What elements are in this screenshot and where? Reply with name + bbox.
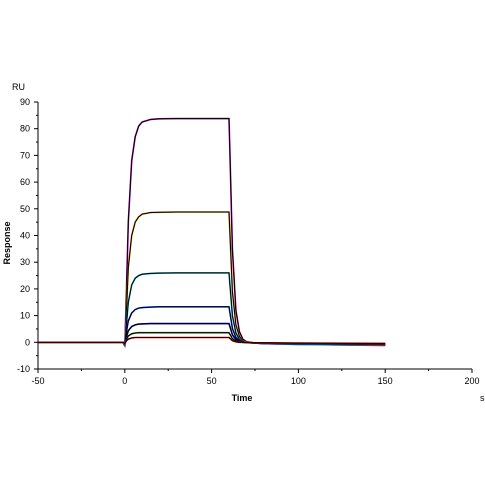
- x-axis-title: Time: [232, 393, 253, 403]
- y-tick-label: 60: [20, 177, 30, 187]
- series-fit-1: [38, 118, 386, 347]
- series-data-5: [38, 322, 386, 346]
- x-tick-label: 0: [122, 376, 127, 386]
- tick-marks: [34, 101, 473, 373]
- x-tick-label: 150: [378, 376, 393, 386]
- series-data-3: [38, 272, 386, 348]
- y-tick-label: -10: [17, 364, 30, 374]
- tick-labels: -10 0 10 20 30 40 50 60 70 80 90 -50 0 50 100 150 200: [17, 97, 480, 386]
- y-axis-title: Response: [2, 221, 12, 264]
- y-tick-label: 10: [20, 311, 30, 321]
- y-tick-label: 20: [20, 284, 30, 294]
- series-data-4: [38, 305, 386, 347]
- x-tick-label: 100: [291, 376, 306, 386]
- series-fit-5: [38, 323, 386, 345]
- series-fit-3: [38, 272, 386, 347]
- series-fit-7: [38, 337, 386, 345]
- y-tick-label: 90: [20, 97, 30, 107]
- x-tick-label: -50: [31, 376, 44, 386]
- axes: [37, 102, 472, 370]
- series-fit-4: [38, 306, 386, 346]
- y-tick-label: 40: [20, 231, 30, 241]
- y-tick-label: 80: [20, 124, 30, 134]
- series-fit-2: [38, 211, 386, 348]
- x-unit-label: s: [480, 393, 485, 403]
- series-group: [38, 117, 386, 349]
- y-tick-label: 70: [20, 150, 30, 160]
- x-tick-label: 50: [207, 376, 217, 386]
- y-unit-label: RU: [12, 82, 25, 92]
- x-tick-label: 200: [464, 376, 479, 386]
- y-tick-label: 30: [20, 257, 30, 267]
- y-tick-label: 50: [20, 204, 30, 214]
- series-data-2: [38, 211, 386, 349]
- y-tick-label: 0: [25, 337, 30, 347]
- series-data-1: [38, 117, 386, 347]
